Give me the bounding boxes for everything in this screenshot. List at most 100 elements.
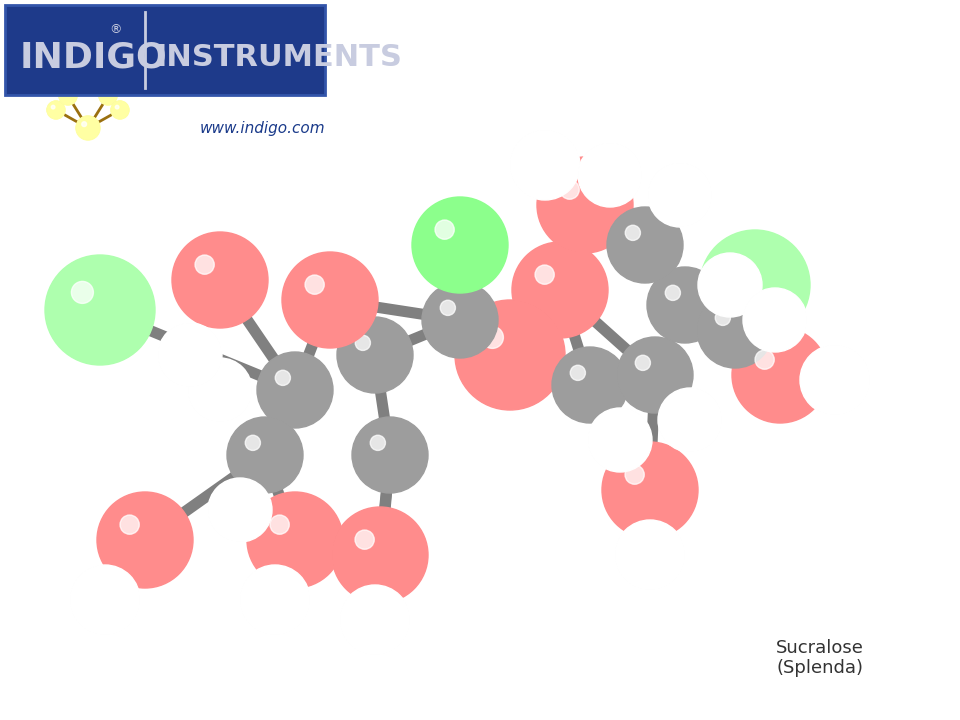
Circle shape [514,133,575,195]
Circle shape [697,292,773,368]
Circle shape [558,353,620,415]
Circle shape [619,219,665,266]
Circle shape [538,268,570,300]
Circle shape [103,498,184,580]
Circle shape [204,264,222,282]
Circle shape [82,291,102,312]
Circle shape [60,88,76,104]
Circle shape [564,184,593,214]
Circle shape [436,220,474,258]
Circle shape [438,222,470,256]
Circle shape [674,294,684,304]
Circle shape [649,269,720,341]
Circle shape [636,355,651,371]
Circle shape [84,125,87,127]
Circle shape [513,132,576,197]
Circle shape [756,300,789,334]
Circle shape [605,426,627,447]
Circle shape [516,247,601,331]
Circle shape [108,503,178,572]
Circle shape [425,286,492,353]
Circle shape [247,492,343,588]
Circle shape [77,117,98,138]
Circle shape [206,376,226,396]
Circle shape [667,397,708,438]
Circle shape [566,186,590,210]
Circle shape [707,237,801,330]
Circle shape [601,166,608,173]
Circle shape [654,274,713,333]
Circle shape [357,338,383,363]
Circle shape [113,508,169,564]
Circle shape [663,284,699,319]
Circle shape [187,247,246,306]
Circle shape [612,451,684,524]
Circle shape [655,169,703,218]
Circle shape [267,512,314,559]
Text: INDIGO: INDIGO [20,41,168,75]
Circle shape [558,178,602,222]
Circle shape [700,230,810,340]
Circle shape [70,565,140,635]
Circle shape [605,424,628,448]
Circle shape [274,369,309,404]
Circle shape [78,117,98,138]
Circle shape [704,299,763,359]
Circle shape [627,532,667,572]
Circle shape [100,88,115,104]
Circle shape [284,379,294,389]
Circle shape [379,444,389,454]
Circle shape [294,264,361,331]
Circle shape [164,329,213,378]
Circle shape [317,287,326,297]
Circle shape [61,89,74,102]
Circle shape [257,582,285,610]
Circle shape [119,514,160,556]
Circle shape [608,428,624,444]
Circle shape [80,120,95,135]
Circle shape [61,89,73,101]
Circle shape [803,348,866,411]
Circle shape [662,283,700,320]
Circle shape [167,332,209,374]
Circle shape [660,281,703,323]
Circle shape [85,295,96,306]
Circle shape [800,345,870,415]
Circle shape [701,256,757,312]
Circle shape [715,310,746,341]
Circle shape [60,87,77,104]
Circle shape [283,253,376,346]
Circle shape [616,456,678,518]
Circle shape [273,368,310,405]
Circle shape [634,234,644,244]
Circle shape [125,520,152,547]
Circle shape [703,258,756,310]
Circle shape [742,338,812,408]
Circle shape [544,275,560,290]
Circle shape [542,272,564,294]
Circle shape [104,91,107,95]
Circle shape [557,177,604,224]
Circle shape [276,520,302,547]
Circle shape [88,584,112,608]
Circle shape [817,361,830,376]
Circle shape [629,469,659,499]
Circle shape [562,356,614,410]
Circle shape [206,377,225,395]
Circle shape [49,259,149,359]
Circle shape [80,120,94,134]
Circle shape [740,336,816,411]
Circle shape [241,431,282,473]
Circle shape [412,197,508,293]
Circle shape [563,357,613,408]
Circle shape [113,104,126,115]
Circle shape [567,363,605,400]
Circle shape [648,163,712,227]
Circle shape [278,523,297,542]
Circle shape [658,388,722,452]
Circle shape [549,168,616,236]
Circle shape [102,497,186,581]
Circle shape [661,391,717,447]
Circle shape [544,164,623,243]
Circle shape [520,140,565,185]
